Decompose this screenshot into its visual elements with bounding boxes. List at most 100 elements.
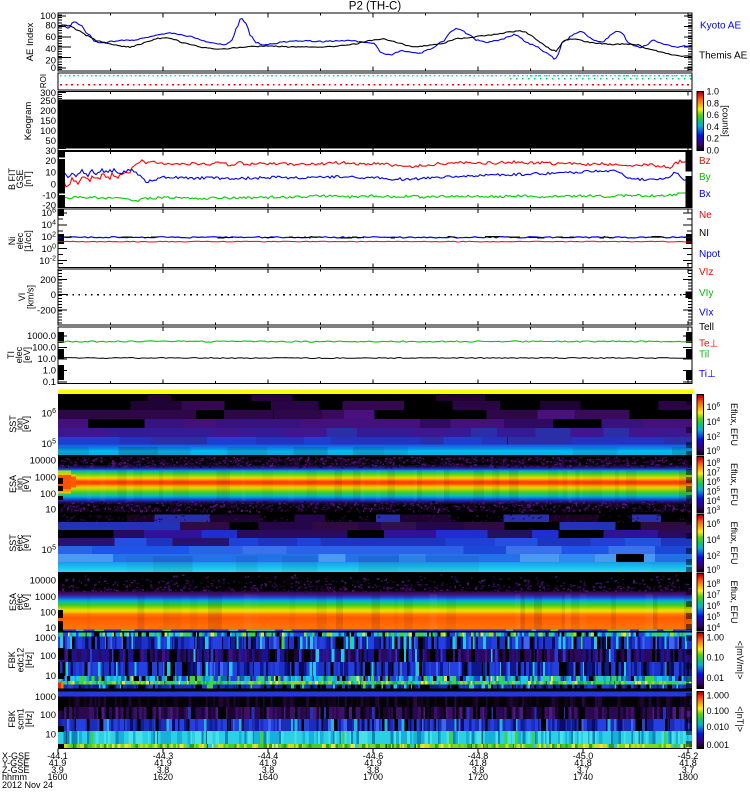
svg-text:[Hz]: [Hz] (24, 711, 34, 727)
svg-text:-20: -20 (42, 201, 56, 212)
svg-text:Eflux, EFU: Eflux, EFU (729, 403, 739, 446)
svg-text:By: By (699, 172, 711, 183)
svg-text:0: 0 (51, 63, 56, 74)
svg-text:104: 104 (42, 220, 57, 232)
svg-text:10000: 10000 (30, 576, 56, 587)
svg-text:106: 106 (707, 402, 721, 413)
svg-text:104: 104 (707, 623, 721, 634)
svg-text:3.8: 3.8 (262, 765, 275, 775)
svg-text:[Hz]: [Hz] (24, 652, 34, 668)
svg-text:0.8: 0.8 (707, 98, 720, 108)
svg-text:107: 107 (707, 590, 721, 601)
svg-text:0.010: 0.010 (707, 722, 730, 732)
svg-text:VIz: VIz (699, 267, 713, 278)
svg-text:104: 104 (707, 417, 721, 428)
svg-text:41.9: 41.9 (259, 758, 277, 768)
svg-text:-200: -200 (37, 305, 56, 316)
svg-text:250: 250 (40, 96, 56, 107)
svg-text:3.7: 3.7 (577, 765, 590, 775)
svg-text:1.0: 1.0 (43, 366, 56, 377)
svg-text:100: 100 (40, 489, 56, 500)
svg-text:10-2: 10-2 (39, 255, 56, 267)
svg-text:1720: 1720 (468, 772, 488, 782)
svg-text:P2 (TH-C): P2 (TH-C) (349, 1, 402, 13)
svg-text:10.0: 10.0 (38, 354, 57, 365)
svg-text:-44.8: -44.8 (468, 751, 489, 761)
svg-text:Bx: Bx (699, 189, 711, 200)
svg-text:3.8: 3.8 (157, 765, 170, 775)
svg-text:0.0: 0.0 (707, 146, 720, 156)
svg-text:1.0: 1.0 (707, 87, 720, 97)
svg-text:105: 105 (42, 438, 57, 450)
svg-text:105: 105 (42, 544, 57, 556)
svg-text:1000: 1000 (35, 692, 56, 703)
svg-text:106: 106 (42, 208, 57, 220)
svg-text:0: 0 (51, 180, 56, 191)
svg-text:106: 106 (707, 519, 721, 530)
svg-text:Ti⊥: Ti⊥ (699, 369, 716, 380)
svg-text:1620: 1620 (153, 772, 173, 782)
svg-text:NI: NI (699, 228, 709, 239)
svg-text:1.000: 1.000 (707, 690, 730, 700)
svg-text:[eV]: [eV] (21, 594, 31, 610)
svg-text:Keogram: Keogram (23, 102, 34, 141)
svg-text:100: 100 (40, 651, 56, 662)
svg-text:elec: elec (15, 534, 25, 551)
svg-text:30: 30 (45, 146, 56, 157)
svg-text:Til: Til (699, 350, 709, 361)
svg-text:3.8: 3.8 (472, 765, 485, 775)
svg-text:<|mV/m|>: <|mV/m|> (735, 641, 745, 680)
svg-text:-44.3: -44.3 (153, 751, 174, 761)
svg-text:102: 102 (42, 232, 57, 244)
svg-text:0.01: 0.01 (707, 673, 725, 683)
svg-text:10: 10 (45, 671, 56, 682)
svg-text:0.100: 0.100 (707, 706, 730, 716)
svg-text:Bz: Bz (699, 156, 711, 167)
svg-text:100: 100 (707, 565, 721, 576)
svg-text:108: 108 (707, 458, 721, 469)
svg-text:108: 108 (707, 579, 721, 590)
svg-text:1000: 1000 (35, 473, 56, 484)
svg-text:Ne: Ne (699, 210, 712, 221)
svg-text:1700: 1700 (363, 772, 383, 782)
svg-text:Ni: Ni (7, 237, 17, 246)
svg-text:VIx: VIx (699, 308, 713, 319)
svg-text:100: 100 (707, 446, 721, 457)
svg-text:TI: TI (6, 351, 16, 359)
svg-text:FBK: FBK (7, 651, 17, 669)
svg-text:0.10: 0.10 (707, 653, 725, 663)
svg-text:Npot: Npot (699, 249, 720, 260)
svg-text:ESA: ESA (8, 593, 18, 611)
svg-text:-45.0: -45.0 (573, 751, 594, 761)
svg-text:41.9: 41.9 (364, 758, 382, 768)
svg-text:-44.4: -44.4 (258, 751, 279, 761)
svg-text:20: 20 (45, 156, 56, 167)
svg-text:104: 104 (707, 535, 721, 546)
svg-text:1740: 1740 (573, 772, 593, 782)
svg-text:ROI: ROI (39, 74, 48, 88)
svg-text:VIy: VIy (699, 288, 713, 299)
svg-text:100.0: 100.0 (32, 343, 56, 354)
svg-text:3.9: 3.9 (51, 765, 64, 775)
svg-text:0: 0 (51, 290, 56, 301)
svg-text:105: 105 (707, 612, 721, 623)
svg-text:1800: 1800 (678, 772, 698, 782)
svg-text:200: 200 (40, 275, 56, 286)
svg-text:0.1: 0.1 (43, 377, 56, 388)
svg-text:1600: 1600 (47, 772, 67, 782)
svg-text:Te⊥: Te⊥ (699, 339, 718, 350)
svg-text:[1/cc]: [1/cc] (23, 230, 33, 252)
svg-text:200: 200 (40, 106, 56, 117)
svg-text:1.00: 1.00 (707, 633, 725, 643)
svg-text:0.001: 0.001 (707, 740, 730, 750)
svg-text:elec: elec (15, 593, 25, 610)
svg-text:0.4: 0.4 (707, 122, 720, 132)
svg-text:Tell: Tell (699, 322, 714, 333)
svg-text:41.8: 41.8 (469, 758, 487, 768)
svg-text:[eV]: [eV] (21, 535, 31, 551)
svg-text:[counts]: [counts] (721, 105, 731, 137)
svg-text:150: 150 (40, 116, 56, 127)
svg-text:10000: 10000 (30, 456, 56, 467)
svg-text:100: 100 (40, 607, 56, 618)
svg-text:0.6: 0.6 (707, 110, 720, 120)
